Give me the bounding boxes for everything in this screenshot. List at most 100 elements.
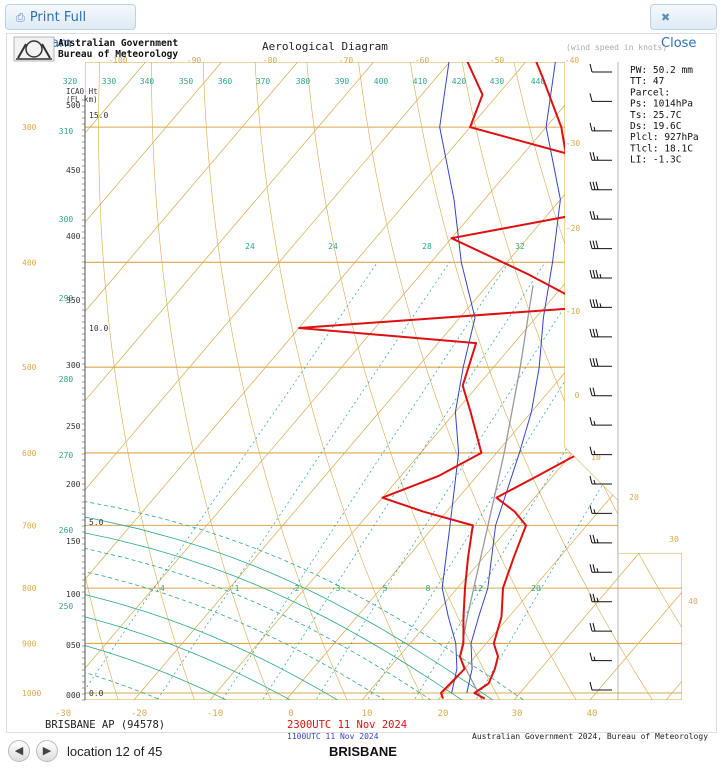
isotherm-line <box>85 62 526 700</box>
wind-barb-half-flag <box>593 421 596 426</box>
wind-barb-flag <box>589 358 593 367</box>
stats-line: Plcl: 927hPa <box>630 132 699 143</box>
wind-barb-half-flag <box>599 273 602 279</box>
dry-adiabat <box>98 62 201 700</box>
isotherm-end-label: 10 <box>591 453 601 462</box>
height-axis-units: (FL km) <box>66 95 98 104</box>
arrow-right-icon: ▶ <box>42 744 52 757</box>
moist-adiabat <box>0 539 723 716</box>
mixing-ratio-line <box>85 262 378 700</box>
credit-line: Australian Government 2024, Bureau of Me… <box>472 732 708 741</box>
theta-label: 380 <box>296 77 311 86</box>
diagram-title: Aerological Diagram <box>262 40 388 53</box>
mixing-ratio-line <box>357 262 640 700</box>
wind-barb-half-flag <box>596 568 599 573</box>
theta-side-label: 270 <box>59 451 74 460</box>
wind-barb <box>589 652 612 662</box>
time-blue: 1100UTC 11 Nov 2024 <box>287 732 379 741</box>
wind-barb-flag <box>592 358 596 367</box>
theta-label: 420 <box>452 77 467 86</box>
height-axis-title: ICAO Ht <box>66 87 98 96</box>
top-temperature-label: -100 <box>108 56 127 65</box>
wind-barb-flag <box>589 240 593 249</box>
print-full-diagram-button[interactable]: ⎙Print Full Diagram <box>5 4 136 51</box>
mixing-ratio-line <box>466 262 682 700</box>
pressure-tick-label: 300 <box>22 123 37 132</box>
isotherm-end-label: 40 <box>688 597 698 606</box>
stats-line: Ts: 25.7C <box>630 110 681 121</box>
theta-e-label: 32 <box>515 242 525 251</box>
stats-line: Tlcl: 18.1C <box>630 143 693 154</box>
wind-barb-flag <box>589 534 593 543</box>
theta-label: 320 <box>63 77 78 86</box>
wind-barb-flag <box>592 387 596 396</box>
wind-barb-flag <box>589 446 593 455</box>
dry-adiabat <box>344 62 586 700</box>
height-pressure-label: 200 <box>66 480 81 489</box>
wind-barb <box>589 181 612 191</box>
next-location-button[interactable]: ▶ <box>36 740 58 762</box>
temperature-tick-label: 0 <box>288 709 293 719</box>
theta-label: 340 <box>140 77 155 86</box>
wind-barb <box>589 93 612 102</box>
wind-barb-flag <box>589 269 593 279</box>
stats-background <box>623 62 715 174</box>
theta-side-label: 310 <box>59 127 74 136</box>
wind-barb-half-flag <box>593 509 596 514</box>
wind-barb-flag <box>589 299 593 308</box>
dewpoint-2300utc-line <box>298 62 649 699</box>
previous-location-button[interactable]: ◀ <box>8 740 30 762</box>
mixing-ratio-label: 8 <box>426 584 431 593</box>
theta-label: 430 <box>490 77 505 86</box>
mixing-ratio-label: 20 <box>531 584 541 593</box>
top-temperature-label: -70 <box>339 56 354 65</box>
dry-adiabat <box>388 62 663 700</box>
mixing-ratio-line <box>146 262 450 700</box>
moist-adiabat <box>0 453 544 716</box>
wind-barb-flag <box>592 240 596 249</box>
wind-barb-flag <box>589 63 593 73</box>
diagram-frame <box>6 33 717 733</box>
wind-barb <box>589 240 612 250</box>
mixing-ratio-label: 3 <box>336 584 341 593</box>
temperature-tick-label: -30 <box>55 709 71 719</box>
wind-barb <box>589 211 612 220</box>
wind-barb-flag <box>592 593 596 602</box>
height-km-label: 5.0 <box>89 518 104 527</box>
wind-barb-flag <box>589 623 593 632</box>
moist-adiabat <box>0 465 723 716</box>
theta-label: 360 <box>218 77 233 86</box>
wind-barb-flag <box>595 299 599 308</box>
plot-border <box>85 62 682 700</box>
wind-barb-flag <box>589 417 593 426</box>
mixing-ratio-label: .4 <box>155 584 165 593</box>
dry-adiabat <box>298 62 509 700</box>
mixing-ratio-label: 1 <box>235 584 240 593</box>
wind-barb-flag <box>589 93 593 102</box>
theta-e-label: 28 <box>422 242 432 251</box>
wind-barb-flag <box>595 269 599 279</box>
close-button[interactable]: ✖ Close <box>650 4 717 51</box>
top-temperature-label: -90 <box>187 56 202 65</box>
mixing-ratio-label: 12 <box>473 584 483 593</box>
theta-side-label: 260 <box>59 526 74 535</box>
wind-barb <box>589 328 612 338</box>
wind-barb-flag <box>589 652 593 661</box>
mixing-ratio-label: 2 <box>295 584 300 593</box>
isotherm-line <box>85 62 450 700</box>
mixing-ratio-line <box>252 262 546 700</box>
wind-barb-flag <box>592 564 596 573</box>
wind-barb-flag <box>592 152 596 161</box>
dry-adiabat <box>85 62 124 700</box>
org-line1: Australian Government <box>58 38 178 49</box>
dry-adiabat <box>717 0 723 716</box>
moist-adiabat <box>85 507 410 700</box>
wind-barb-flag <box>595 358 599 367</box>
wind-units: (wind speed in knots) <box>566 43 667 52</box>
wind-barb-half-flag <box>593 126 596 131</box>
wind-barb-flag <box>589 211 593 220</box>
wind-barb-flag <box>595 181 599 190</box>
theta-label: 410 <box>413 77 428 86</box>
temperature-tick-label: 40 <box>587 709 598 719</box>
isotherm-end-label: -20 <box>566 224 581 233</box>
